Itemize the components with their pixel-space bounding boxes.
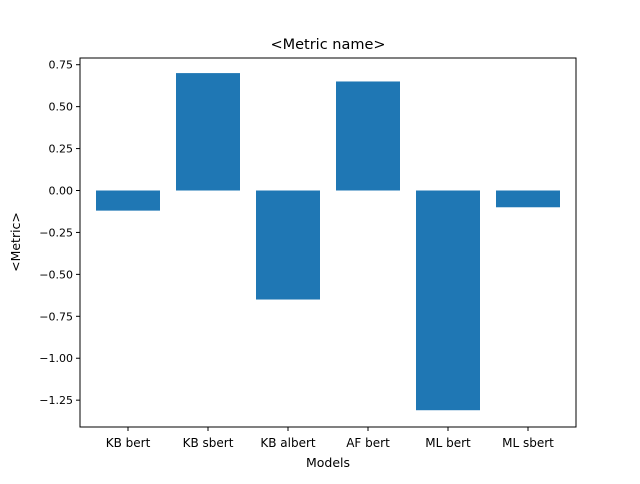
plot-frame: [79, 57, 577, 428]
y-tick-label: −0.25: [39, 226, 73, 239]
bars-layer: [96, 73, 560, 411]
x-tick-label: KB sbert: [183, 436, 234, 450]
y-tick-label: 0.50: [49, 101, 74, 114]
y-tick-label: 0.25: [49, 143, 74, 156]
x-tick-label: ML sbert: [502, 436, 554, 450]
x-tick-label: KB albert: [260, 436, 316, 450]
y-axis-label: <Metric>: [8, 212, 23, 272]
y-axis-ticks: 0.75 0.50 0.25 0.00 −0.25 −0.50 −0.75 −1.00 −1.2…: [39, 59, 80, 407]
bar-ml-bert: [416, 190, 480, 411]
bar-af-bert: [336, 81, 400, 191]
bar-ml-sbert: [496, 190, 560, 208]
y-tick-label: −1.25: [39, 394, 73, 407]
y-tick-label: −0.75: [39, 310, 73, 323]
x-tick-label: ML bert: [425, 436, 471, 450]
bar-kb-sbert: [176, 73, 240, 191]
y-tick-label: 0.00: [49, 185, 74, 198]
chart-title: <Metric name>: [270, 37, 385, 53]
bar-kb-albert: [256, 190, 320, 300]
y-tick-label: −1.00: [39, 352, 73, 365]
x-axis-ticks: KB bert KB sbert KB albert AF bert ML bert ML…: [106, 427, 554, 450]
x-tick-label: AF bert: [346, 436, 390, 450]
y-tick-label: −0.50: [39, 268, 73, 281]
x-tick-label: KB bert: [106, 436, 151, 450]
y-tick-label: 0.75: [49, 59, 74, 72]
x-axis-label: Models: [306, 455, 350, 470]
bar-kb-bert: [96, 190, 160, 211]
